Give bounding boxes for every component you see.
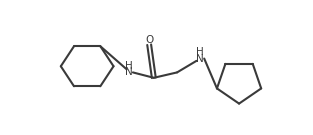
Text: N: N	[196, 54, 203, 64]
Text: N: N	[125, 67, 133, 77]
Text: H: H	[125, 61, 133, 71]
Text: O: O	[145, 35, 153, 45]
Text: H: H	[196, 47, 203, 57]
